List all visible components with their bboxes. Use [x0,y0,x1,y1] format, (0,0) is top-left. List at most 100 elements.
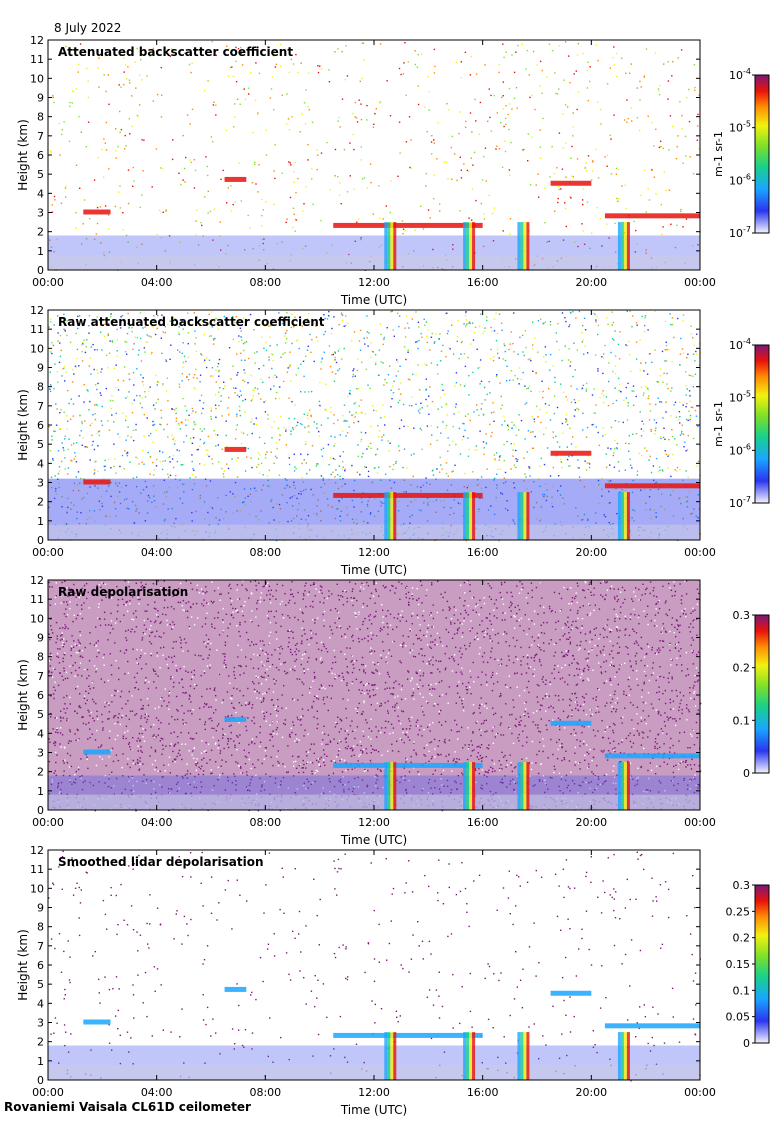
speckle [403,404,404,405]
speckle [103,583,104,584]
speckle [151,653,152,654]
speckle [349,426,350,427]
speckle [511,370,512,371]
speckle [257,112,258,113]
speckle [73,403,74,404]
x-tick-label: 12:00 [358,546,390,559]
speckle [93,474,94,475]
speckle [679,101,680,102]
speckle [674,627,675,628]
speckle [697,114,698,115]
speckle [94,404,95,405]
precip-shaft [387,492,390,540]
speckle [690,415,691,416]
speckle [347,396,348,397]
speckle [491,331,492,332]
speckle [440,464,441,465]
speckle [358,760,359,761]
speckle [50,665,51,666]
x-tick-label: 08:00 [249,546,281,559]
speckle [152,462,153,463]
speckle [554,72,555,73]
speckle [659,699,660,700]
speckle [641,696,642,697]
speckle [65,330,66,331]
speckle [477,349,478,350]
y-tick-label: 11 [30,53,44,66]
speckle [411,650,412,651]
speckle [570,772,571,773]
speckle [600,634,601,635]
speckle [111,414,112,415]
speckle [69,106,70,107]
speckle [263,348,264,349]
speckle [385,474,386,475]
speckle [57,732,58,733]
speckle [551,146,552,147]
speckle [458,411,459,412]
speckle [540,158,541,159]
speckle [530,391,531,392]
speckle [185,425,186,426]
speckle [475,120,476,121]
speckle [489,195,490,196]
speckle [334,351,335,352]
speckle [578,409,579,410]
speckle [61,582,62,583]
speckle [554,211,555,212]
speckle [162,452,163,453]
speckle [662,382,663,383]
speckle [549,44,550,45]
speckle [472,165,473,166]
speckle [570,312,571,313]
speckle [124,652,125,653]
speckle [323,334,324,335]
speckle [272,596,273,597]
speckle [508,129,509,130]
speckle [638,615,639,616]
speckle [50,372,51,373]
speckle [181,464,182,465]
speckle [493,411,494,412]
speckle [380,654,381,655]
speckle [317,463,318,464]
speckle [275,599,276,600]
speckle [242,64,243,65]
speckle [670,313,671,314]
speckle [64,366,65,367]
speckle [68,449,69,450]
speckle [419,412,420,413]
speckle [610,680,611,681]
speckle [356,117,357,118]
speckle [526,402,527,403]
speckle [174,761,175,762]
speckle [99,435,100,436]
speckle [603,402,604,403]
speckle [689,419,690,420]
speckle [71,399,72,400]
speckle [401,662,402,663]
speckle [231,458,232,459]
speckle [641,637,642,638]
speckle [570,158,571,159]
speckle [383,384,384,385]
speckle [436,158,437,159]
speckle [230,623,231,624]
speckle [516,461,517,462]
speckle [63,679,64,680]
speckle [538,320,539,321]
speckle [185,361,186,362]
speckle [142,637,143,638]
speckle [399,660,400,661]
speckle [267,418,268,419]
speckle [432,664,433,665]
speckle [406,597,407,598]
speckle [392,732,393,733]
speckle [82,423,83,424]
speckle [634,221,635,222]
speckle [260,640,261,641]
speckle [660,146,661,147]
speckle [418,734,419,735]
speckle [361,119,362,120]
speckle [524,355,525,356]
